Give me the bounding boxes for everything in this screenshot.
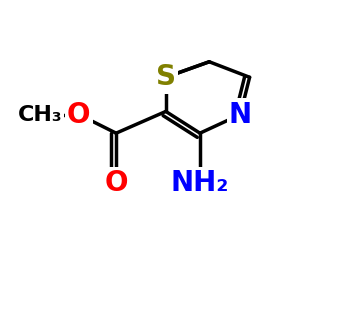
Text: O: O — [104, 169, 128, 197]
Text: NH₂: NH₂ — [171, 169, 229, 197]
Text: O: O — [67, 100, 90, 129]
Text: CH₃: CH₃ — [18, 105, 62, 125]
Text: S: S — [156, 63, 176, 91]
Text: N: N — [229, 100, 252, 129]
